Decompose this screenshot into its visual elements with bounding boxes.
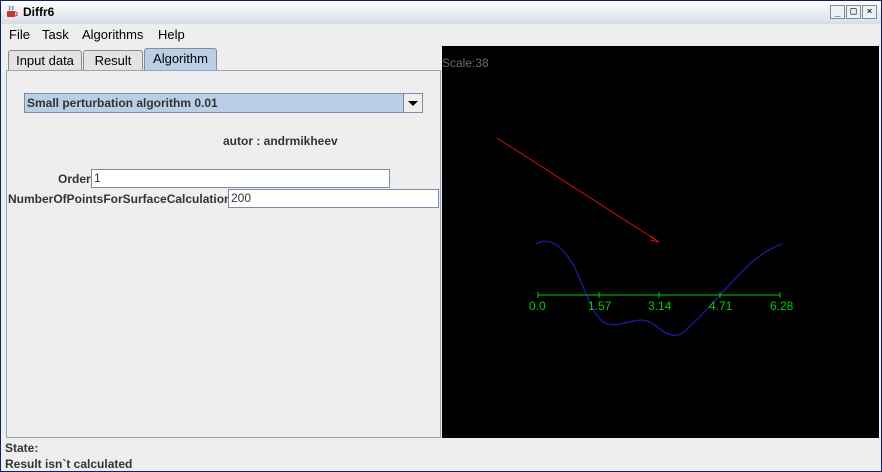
algorithm-tab-panel: Small perturbation algorithm 0.01 autor … — [6, 70, 441, 438]
order-label: Order — [58, 172, 91, 186]
algorithm-select[interactable]: Small perturbation algorithm 0.01 — [24, 93, 423, 113]
tick-label: 6.28 — [770, 299, 794, 313]
dropdown-arrow-button[interactable] — [403, 94, 422, 112]
close-icon: × — [866, 6, 873, 17]
title-bar[interactable]: Diffr6 _ □ × — [1, 1, 881, 25]
settings-panel: Input data Result Algorithm Small pertur… — [4, 46, 441, 438]
points-label: NumberOfPointsForSurfaceCalculation — [8, 192, 232, 206]
author-label: autor : andrmikheev — [223, 134, 338, 148]
window-title: Diffr6 — [23, 5, 55, 19]
close-button[interactable]: × — [862, 5, 877, 19]
surface-curve — [535, 240, 783, 336]
tick-label: 3.14 — [648, 299, 672, 313]
minimize-icon: _ — [834, 6, 841, 17]
algorithm-select-value: Small perturbation algorithm 0.01 — [27, 96, 218, 110]
tick-label: 4.71 — [709, 299, 733, 313]
menu-help[interactable]: Help — [158, 27, 185, 42]
status-message: Result isn`t calculated — [5, 457, 133, 471]
arrow-head-icon — [649, 235, 660, 243]
tab-algorithm[interactable]: Algorithm — [144, 48, 217, 71]
minimize-button[interactable]: _ — [830, 5, 845, 19]
tick-label: 0.0 — [529, 299, 546, 313]
menu-algorithms[interactable]: Algorithms — [82, 27, 144, 42]
tab-result[interactable]: Result — [83, 50, 143, 70]
plot-svg: 0.0 1.57 3.14 4.71 6.28 — [496, 137, 794, 336]
chevron-down-icon — [408, 101, 418, 106]
tick-label: 1.57 — [588, 299, 612, 313]
points-field[interactable]: 200 — [228, 189, 439, 208]
menu-bar: File Task Algorithms Help — [1, 24, 881, 45]
menu-task[interactable]: Task — [42, 27, 69, 42]
plot-canvas: Scale:38 0.0 1.57 3.14 4.71 6.28 — [442, 46, 879, 438]
maximize-button[interactable]: □ — [846, 5, 861, 19]
status-label: State: — [5, 441, 39, 455]
maximize-icon: □ — [850, 6, 857, 17]
java-coffee-icon — [7, 5, 18, 17]
incident-arrow-line — [496, 137, 660, 243]
tick-marks — [537, 292, 781, 298]
order-field[interactable]: 1 — [91, 169, 390, 188]
menu-file[interactable]: File — [9, 27, 30, 42]
scale-label: Scale:38 — [442, 56, 489, 70]
tab-input-data[interactable]: Input data — [8, 50, 82, 70]
